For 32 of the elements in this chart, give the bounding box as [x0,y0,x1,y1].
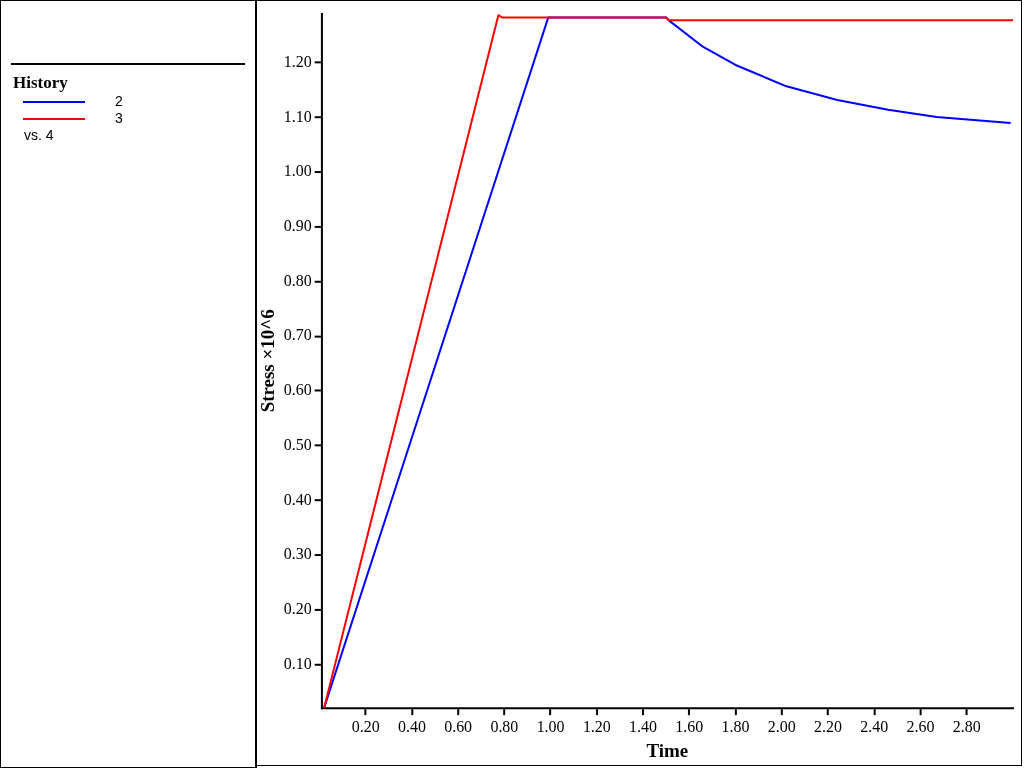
legend-label: 3 [115,110,123,126]
x-tick-label: 2.20 [814,717,843,735]
y-tick-label: 0.50 [283,435,312,453]
x-tick-label: 2.60 [906,717,935,735]
y-tick-label: 0.40 [283,490,312,508]
legend-label: 2 [115,93,123,109]
x-tick-label: 0.40 [397,717,426,735]
y-tick-label: 0.30 [283,545,312,563]
y-tick-label: 0.80 [283,271,312,289]
x-axis-title: Time [646,739,689,761]
y-tick-label: 1.00 [283,162,312,180]
x-tick-label: 0.80 [490,717,519,735]
legend-title: History [13,73,68,93]
x-tick-label: 0.20 [351,717,380,735]
x-tick-label: 1.40 [629,717,658,735]
x-tick-label: 1.20 [582,717,611,735]
y-tick-label: 1.10 [283,107,312,125]
y-tick-label: 1.20 [283,52,312,70]
y-tick-label: 0.60 [283,381,312,399]
y-tick-label: 0.20 [283,599,312,617]
y-axis-title: Stress ×10^6 [257,309,279,413]
x-tick-label: 2.40 [860,717,889,735]
y-tick-label: 0.70 [283,326,312,344]
x-tick-label: 2.80 [952,717,981,735]
y-tick-label: 0.90 [283,217,312,235]
y-tick-label: 0.10 [283,654,312,672]
x-tick-label: 0.60 [444,717,473,735]
x-tick-label: 1.80 [721,717,750,735]
text: vs. 4 [24,127,54,143]
x-tick-label: 1.00 [536,717,565,735]
x-tick-label: 2.00 [767,717,796,735]
x-tick-label: 1.60 [675,717,704,735]
